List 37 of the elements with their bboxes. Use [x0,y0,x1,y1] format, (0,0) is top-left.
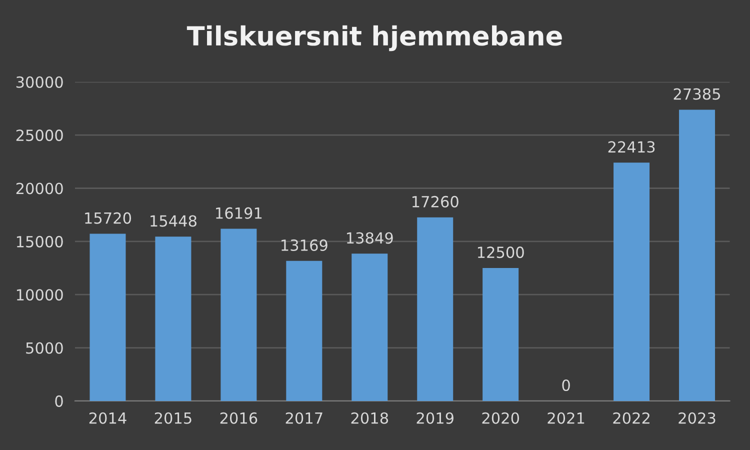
x-tick-label: 2020 [482,412,520,424]
data-label: 16191 [216,207,262,219]
x-tick-label: 2019 [416,412,454,424]
bar [614,162,650,401]
x-tick-label: 2018 [351,412,388,424]
data-label: 12500 [478,246,524,258]
data-label: 0 [562,379,570,392]
data-label: 15720 [85,212,132,224]
y-tick-label: 30000 [16,76,63,88]
y-tick-label: 15000 [16,236,63,248]
x-tick-label: 2014 [89,412,126,424]
chart-title: Tilskuersnit hjemmebane [186,25,562,52]
data-label: 17260 [412,196,458,208]
y-tick-label: 5000 [26,342,63,354]
data-label: 15448 [150,215,196,227]
bar [220,228,257,401]
x-tick-label: 2021 [548,412,584,424]
data-label: 27385 [674,88,720,100]
data-label: 13849 [347,232,393,244]
x-tick-label: 2017 [286,412,322,424]
y-tick-label: 0 [55,395,63,407]
data-label: 13169 [282,239,328,251]
x-tick-label: 2015 [154,412,192,424]
y-tick-label: 10000 [16,289,63,301]
bar [286,260,322,401]
x-tick-label: 2016 [220,412,258,424]
bar [482,268,519,401]
bar [417,217,454,401]
x-tick-label: 2022 [613,412,650,424]
bar [155,236,192,401]
data-label: 22413 [608,141,655,153]
bar [90,234,126,401]
bar [679,110,716,401]
y-tick-label: 25000 [16,130,63,142]
y-tick-label: 20000 [16,182,63,194]
x-tick-label: 2023 [678,412,716,424]
bar [352,254,388,401]
